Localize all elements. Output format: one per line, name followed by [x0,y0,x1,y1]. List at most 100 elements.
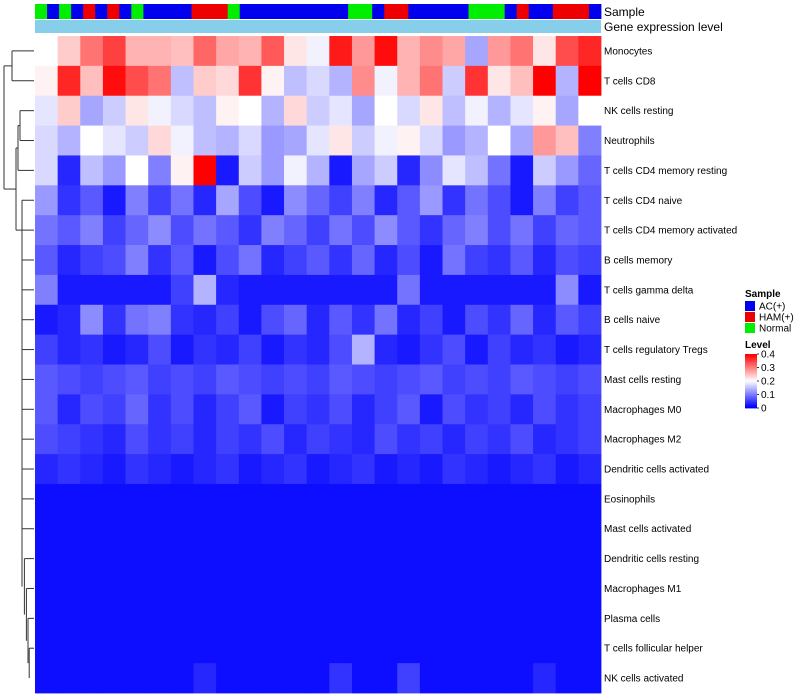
heatmap-cell [170,454,194,485]
heatmap-cell [261,603,285,634]
heatmap-cell [442,633,466,664]
heatmap-cell [329,633,353,664]
colorbar-segment [745,366,757,368]
heatmap-cell [533,125,557,156]
heatmap-cell [148,483,172,515]
heatmap-cell [170,543,194,574]
heatmap-cell [306,663,330,694]
heatmap-cell [57,424,81,455]
heatmap-cell [238,663,262,694]
heatmap-cell [80,394,104,425]
sample-annotation-cell [299,4,313,19]
heatmap-cell [35,483,59,515]
heatmap-cell [35,454,59,485]
heatmap-cell [555,125,579,156]
heatmap-cell [374,245,398,276]
heatmap-cell [80,424,104,455]
heatmap-cell [102,95,126,126]
row-label: Plasma cells [604,614,660,625]
heatmap-cell [35,543,59,574]
heatmap-cell [306,215,330,246]
heatmap-cell [57,334,81,365]
heatmap-cell [216,125,240,156]
heatmap-cell [510,304,534,336]
heatmap-cell [261,573,285,604]
heatmap-cell [80,603,104,634]
heatmap-cell [374,603,398,634]
heatmap-cell [351,36,375,67]
heatmap-cell [170,245,194,276]
heatmap-cell [442,543,466,574]
heatmap-cell [419,633,443,664]
heatmap-cell [533,573,557,604]
heatmap-cell [351,633,375,664]
heatmap-cell [193,334,217,365]
heatmap-cell [284,543,308,574]
heatmap-cell [465,245,489,276]
colorbar-segment [745,389,757,391]
heatmap-cell [397,125,421,156]
heatmap-cell [125,633,149,664]
heatmap-cell [487,274,511,306]
sample-annotation-cell [215,4,229,19]
heatmap-cell [170,513,194,545]
sample-annotation-cell [540,4,554,19]
heatmap-cell [261,633,285,664]
heatmap-cell [487,543,511,574]
colorbar-segment [745,374,757,376]
heatmap-cell [374,65,398,97]
heatmap-cell [442,185,466,216]
heatmap-cell [442,125,466,156]
heatmap-cell [306,364,330,395]
sample-annotation-cell [408,4,421,19]
heatmap-cell [102,215,126,246]
heatmap-cell [442,573,466,604]
heatmap-cell [510,95,534,126]
heatmap-cell [80,454,104,485]
annotation-bars [35,4,602,33]
sample-annotation-cell [155,4,168,19]
sample-annotation-cell [444,4,457,19]
heatmap-cell [125,65,149,97]
heatmap-cell [374,633,398,664]
heatmap-cell [148,95,172,126]
sample-annotation-cell [275,4,289,19]
heatmap-cell [148,155,172,186]
sample-annotation-cell [324,4,337,19]
heatmap-cell [510,454,534,485]
heatmap-cell [442,364,466,395]
heatmap-cell [306,573,330,604]
heatmap-cell [351,334,375,365]
sample-annotation-cell [492,4,506,19]
heatmap-cell [148,274,172,306]
row-label: B cells naive [604,315,661,326]
heatmap-cell [57,663,81,694]
heatmap-cell [306,36,330,67]
heatmap-cell [533,95,557,126]
heatmap-cell [578,424,602,455]
heatmap-cell [578,95,602,126]
colorbar-segment [745,355,757,358]
heatmap-cell [80,364,104,395]
heatmap-cell [125,364,149,395]
heatmap-cell [80,483,104,515]
heatmap-cell [374,424,398,455]
row-label: Mast cells activated [604,524,691,535]
heatmap-cell [351,424,375,455]
heatmap-cell [465,633,489,664]
colorbar-segment [745,371,757,374]
heatmap-cell [442,304,466,336]
heatmap-cell [397,245,421,276]
heatmap-cell [57,633,81,664]
heatmap-cell [125,185,149,216]
heatmap-cell [442,603,466,634]
heatmap-cell [306,454,330,485]
heatmap-cell [57,364,81,395]
heatmap-cell [57,543,81,574]
heatmap-cell [80,633,104,664]
colorbar-segment [745,386,757,389]
heatmap-cell [306,304,330,336]
heatmap-cell [351,185,375,216]
heatmap-cell [329,573,353,604]
heatmap-cell [487,125,511,156]
